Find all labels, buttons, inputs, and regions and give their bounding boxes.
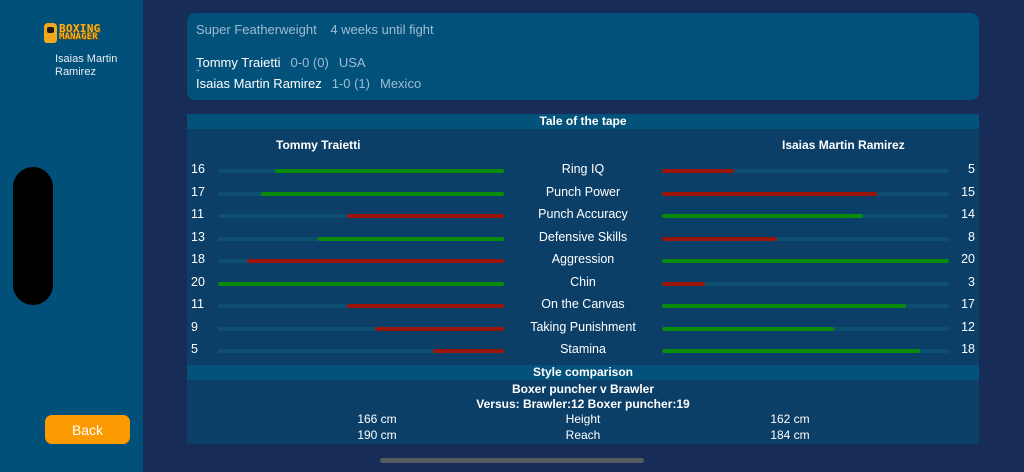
left-stat-bar <box>218 326 504 331</box>
right-fighter-name: Isaias Martin Ramirez <box>782 138 905 152</box>
right-stat-bar <box>662 191 949 196</box>
left-reach: 190 cm <box>357 428 397 442</box>
boxing-glove-icon <box>44 23 57 43</box>
right-stat-bar <box>662 349 949 353</box>
stat-row: 17 Punch Power 15 <box>187 182 979 204</box>
fighter-name: Isaias Martin Ramirez <box>196 76 322 91</box>
stat-row: 18 Aggression 20 <box>187 249 979 271</box>
right-stat-value: 18 <box>961 342 975 356</box>
left-stat-bar <box>218 281 504 286</box>
left-stat-value: 9 <box>191 319 198 334</box>
right-stat-value: 17 <box>961 297 975 311</box>
back-button[interactable]: Back <box>45 415 130 444</box>
home-indicator[interactable] <box>380 458 644 463</box>
reach-row: 190 cm Reach 184 cm <box>187 428 979 444</box>
stat-row: 16 Ring IQ 5 <box>187 159 979 181</box>
right-stat-value: 5 <box>968 162 975 176</box>
left-stat-value: 17 <box>191 184 205 199</box>
right-stat-bar <box>662 214 949 218</box>
stat-label: Defensive Skills <box>538 229 628 244</box>
fighter-record: 1-0 (1) <box>331 76 370 91</box>
stat-label: Stamina <box>560 342 606 356</box>
right-reach: 184 cm <box>770 428 810 442</box>
right-stat-bar <box>662 326 949 331</box>
left-stat-bar <box>218 169 504 173</box>
left-stat-value: 13 <box>191 229 205 244</box>
stat-row: 11 Punch Accuracy 14 <box>187 204 979 226</box>
left-stat-value: 11 <box>191 297 204 311</box>
fighter-record: 0-0 (0) <box>290 55 329 70</box>
style-matchup: Boxer puncher v Brawler <box>511 382 655 396</box>
style-comparison-title: Style comparison <box>187 365 979 380</box>
stat-label: Punch Power <box>545 184 621 199</box>
tape-title: Tale of the tape <box>187 114 979 129</box>
stat-row: 9 Taking Punishment 12 <box>187 317 979 339</box>
stat-label: On the Canvas <box>541 297 625 311</box>
weight-class: Super Featherweight <box>196 22 317 37</box>
fighter-name: Tommy Traietti <box>196 55 281 70</box>
camera-notch <box>13 167 53 305</box>
left-stat-bar <box>218 259 504 263</box>
right-stat-value: 3 <box>968 274 975 289</box>
boxing-manager-logo: BOXING MANAGER <box>44 22 132 44</box>
fight-countdown: 4 weeks until fight <box>330 22 434 37</box>
height-label: Height <box>565 412 601 426</box>
fighter-row-2: Isaias Martin Ramirez 1-0 (1) Mexico <box>196 76 421 91</box>
stat-row: 20 Chin 3 <box>187 272 979 294</box>
fighter-row-1: Tommy Traietti 0-0 (0) USA <box>196 55 366 70</box>
fight-info-card: Super Featherweight 4 weeks until fight … <box>187 13 979 100</box>
stat-label: Chin <box>570 274 596 289</box>
right-stat-value: 15 <box>961 184 975 199</box>
left-stat-value: 16 <box>191 162 205 176</box>
reach-label: Reach <box>565 428 601 442</box>
stat-label: Ring IQ <box>561 162 605 176</box>
logo-line2: MANAGER <box>59 32 98 42</box>
fighter-country: Mexico <box>380 76 422 91</box>
right-stat-value: 12 <box>961 319 975 334</box>
stat-row: 13 Defensive Skills 8 <box>187 227 979 249</box>
right-stat-value: 14 <box>961 207 975 221</box>
left-fighter-name: Tommy Traietti <box>276 138 361 152</box>
stat-label: Taking Punishment <box>530 319 636 334</box>
right-stat-value: 20 <box>961 252 975 266</box>
stat-row: 11 On the Canvas 17 <box>187 294 979 316</box>
left-stat-value: 11 <box>191 207 204 221</box>
right-height: 162 cm <box>770 412 810 426</box>
right-stat-bar <box>662 169 949 173</box>
sidebar: BOXING MANAGER Isaias Martin Ramirez Bac… <box>0 0 143 472</box>
logo-line1: BOXING <box>59 22 101 35</box>
tale-of-the-tape: Tale of the tape Tommy Traietti Isaias M… <box>187 114 979 444</box>
fight-meta: Super Featherweight 4 weeks until fight <box>196 22 444 37</box>
fighter-country: USA <box>338 55 366 70</box>
left-height: 166 cm <box>357 412 397 426</box>
left-stat-value: 18 <box>191 252 205 266</box>
left-stat-bar <box>218 349 504 353</box>
stat-label: Aggression <box>551 252 615 266</box>
right-stat-bar <box>662 281 949 286</box>
left-stat-value: 20 <box>191 274 205 289</box>
left-stat-bar <box>218 214 504 218</box>
left-stat-value: 5 <box>191 342 198 356</box>
height-row: 166 cm Height 162 cm <box>187 412 979 428</box>
stat-row: 5 Stamina 18 <box>187 339 979 361</box>
stat-label: Punch Accuracy <box>538 207 628 221</box>
right-stat-bar <box>662 236 949 241</box>
style-versus: Versus: Brawler:12 Boxer puncher:19 <box>476 397 690 411</box>
right-stat-bar <box>662 259 949 263</box>
right-stat-bar <box>662 304 949 308</box>
sidebar-fighter-name: Isaias Martin Ramirez <box>55 53 118 78</box>
left-stat-bar <box>218 191 504 196</box>
right-stat-value: 8 <box>968 229 975 244</box>
left-stat-bar <box>218 236 504 241</box>
left-stat-bar <box>218 304 504 308</box>
ellipsis-icon: ... <box>196 66 200 73</box>
